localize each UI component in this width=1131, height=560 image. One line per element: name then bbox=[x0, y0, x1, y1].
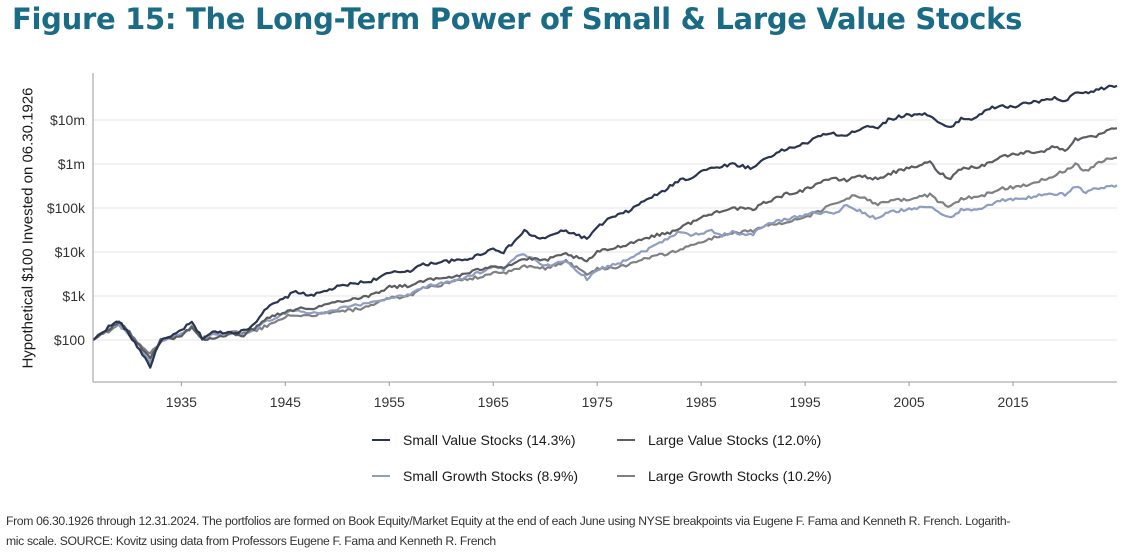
x-tick-label: 1965 bbox=[478, 394, 509, 410]
series-line-large-growth bbox=[92, 156, 1118, 355]
x-tick-label: 2005 bbox=[894, 394, 925, 410]
x-tick-label: 1975 bbox=[582, 394, 613, 410]
legend-item-large-growth: Large Growth Stocks (10.2%) bbox=[617, 468, 832, 484]
legend-item-small-value: Small Value Stocks (14.3%) bbox=[372, 432, 575, 448]
legend-swatch-large-growth bbox=[617, 475, 635, 477]
line-chart: $100 $1k $10k $100k $1m $10m 1935 1945 1955 1965 1… bbox=[47, 73, 1118, 410]
legend-item-large-value: Large Value Stocks (12.0%) bbox=[617, 432, 821, 448]
x-tick-label: 1945 bbox=[270, 394, 301, 410]
chart-title: Figure 15: The Long-Term Power of Small … bbox=[12, 2, 1023, 36]
legend-label-large-growth: Large Growth Stocks (10.2%) bbox=[648, 468, 832, 484]
x-tick-label: 1935 bbox=[166, 394, 197, 410]
x-tick-label: 1955 bbox=[374, 394, 405, 410]
footnote-line-2: mic scale. SOURCE: Kovitz using data fro… bbox=[6, 534, 496, 548]
x-tick-label: 1995 bbox=[790, 394, 821, 410]
y-tick-label: $100 bbox=[54, 332, 85, 348]
legend-label-small-value: Small Value Stocks (14.3%) bbox=[403, 432, 576, 448]
y-tick-label: $100k bbox=[47, 200, 86, 216]
series-line-large-value bbox=[92, 127, 1118, 360]
x-tick-label: 1985 bbox=[686, 394, 717, 410]
footnote-line-1: From 06.30.1926 through 12.31.2024. The … bbox=[6, 514, 1011, 528]
legend-swatch-small-growth bbox=[372, 475, 390, 477]
series-line-small-value bbox=[92, 84, 1118, 369]
series-line-small-growth bbox=[92, 184, 1118, 364]
y-tick-label: $10m bbox=[50, 112, 85, 128]
legend-swatch-small-value bbox=[372, 439, 390, 441]
y-tick-label: $1m bbox=[58, 156, 85, 172]
legend-item-small-growth: Small Growth Stocks (8.9%) bbox=[372, 468, 578, 484]
x-tick-label: 2015 bbox=[997, 394, 1028, 410]
footnote: From 06.30.1926 through 12.31.2024. The … bbox=[6, 511, 1126, 551]
legend-swatch-large-value bbox=[617, 439, 635, 441]
legend-label-large-value: Large Value Stocks (12.0%) bbox=[648, 432, 822, 448]
legend-label-small-growth: Small Growth Stocks (8.9%) bbox=[403, 468, 579, 484]
y-tick-label: $10k bbox=[55, 244, 86, 260]
y-tick-label: $1k bbox=[62, 288, 86, 304]
